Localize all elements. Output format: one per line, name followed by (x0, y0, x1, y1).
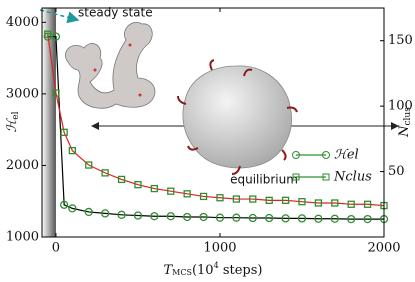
marker (249, 195, 257, 203)
marker (314, 199, 323, 207)
y-tick-label: 3000 (6, 86, 39, 101)
annotation: steady state (78, 6, 153, 20)
marker (44, 30, 52, 38)
marker (84, 207, 93, 217)
marker (52, 89, 60, 97)
marker (232, 213, 241, 222)
label-part: ℋ (5, 118, 20, 133)
plot-frame (41, 7, 385, 238)
label-part: T (164, 263, 174, 278)
label-part: 4 (214, 261, 219, 270)
marker (314, 214, 323, 223)
legend-label: ℋel (334, 148, 359, 163)
marker (281, 196, 290, 205)
label-part: (10 (192, 263, 214, 278)
marker (167, 187, 175, 195)
legend-marker (322, 151, 330, 159)
marker (60, 128, 68, 136)
marker (281, 214, 290, 223)
x-tick-label: 1000 (203, 241, 236, 256)
marker (59, 200, 69, 209)
series-line (47, 36, 384, 220)
marker (150, 212, 159, 221)
marker (51, 32, 61, 41)
marker (133, 211, 143, 220)
legend-marker (322, 173, 330, 181)
label-part: steps) (219, 263, 263, 278)
marker (85, 161, 93, 169)
legend-marker (292, 151, 300, 159)
marker (232, 195, 241, 203)
marker (297, 214, 307, 223)
y2-axis-label: Nclus (397, 107, 413, 138)
x-tick-label: 2000 (367, 241, 400, 256)
y-axis-label: ℋel (5, 111, 21, 132)
marker (101, 169, 109, 177)
marker (117, 175, 126, 184)
marker (265, 196, 273, 205)
x-tick-label: 0 (52, 241, 60, 256)
marker (347, 200, 355, 208)
cluster-image (65, 22, 156, 109)
y-tick-label: 4000 (6, 15, 39, 30)
cluster-dot (138, 93, 142, 97)
marker (347, 214, 356, 224)
y-tick-label: 2000 (6, 158, 39, 173)
axes: 0 1000 2000 1000 2000 3000 4000 50 100 150 TMCS(10… (5, 7, 413, 278)
legend-label: Nclus (333, 170, 372, 185)
cluster-dot (93, 68, 97, 72)
marker (101, 209, 110, 218)
marker (117, 210, 126, 219)
y2-tick-label: 50 (388, 164, 405, 179)
y2-tick-label: 100 (388, 99, 413, 114)
marker (363, 214, 372, 224)
legend-marker (292, 173, 300, 181)
plot (43, 30, 389, 224)
protein (177, 59, 298, 175)
cluster-image (182, 65, 292, 169)
marker (199, 192, 208, 201)
marker (248, 213, 257, 223)
label-part: clus (403, 107, 413, 126)
marker (199, 212, 208, 222)
illustrations: steady state equilibrium (39, 6, 399, 187)
marker (331, 199, 339, 207)
marker (183, 212, 192, 222)
marker (134, 181, 142, 189)
marker (68, 146, 76, 155)
marker (363, 200, 372, 208)
y-tick-label: 1000 (6, 230, 39, 245)
marker (183, 190, 191, 198)
marker (265, 213, 274, 223)
marker (68, 204, 77, 213)
label-part: N (397, 125, 412, 138)
marker (215, 213, 225, 222)
x-axis-label: TMCS(104 steps) (164, 261, 263, 278)
marker (216, 194, 224, 202)
y2-tick-label: 150 (388, 33, 413, 48)
marker (330, 214, 339, 223)
marker (150, 184, 159, 193)
cluster-dot (128, 43, 132, 47)
series-line (47, 34, 385, 207)
annotation: equilibrium (230, 173, 298, 187)
label-part: MCS (172, 268, 192, 277)
marker (298, 198, 306, 206)
marker (166, 212, 175, 221)
label-part: el (11, 111, 21, 119)
